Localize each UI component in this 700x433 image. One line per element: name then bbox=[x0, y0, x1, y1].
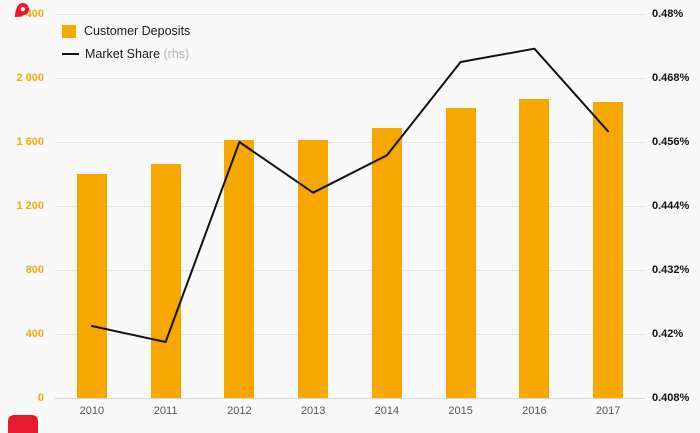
gridline bbox=[55, 334, 645, 335]
gridline bbox=[55, 398, 645, 399]
left-axis-tick-label: 800 bbox=[25, 264, 44, 276]
bar-customer-deposits bbox=[150, 164, 181, 398]
x-axis-year-label: 2016 bbox=[522, 405, 547, 417]
right-axis-tick-label: 0.42% bbox=[652, 328, 684, 340]
red-pin-icon bbox=[14, 3, 29, 18]
legend-label-customer-deposits: Customer Deposits bbox=[84, 24, 191, 38]
legend-item-customer-deposits: Customer Deposits bbox=[62, 24, 190, 38]
x-axis-year-label: 2014 bbox=[374, 405, 400, 417]
bar-customer-deposits bbox=[224, 140, 255, 398]
gridline bbox=[55, 206, 645, 207]
left-axis-tick-label: 0 bbox=[37, 392, 44, 404]
red-corner-marker bbox=[8, 415, 38, 433]
legend-item-market-share: Market Share (rhs) bbox=[62, 47, 190, 61]
bar-customer-deposits bbox=[593, 102, 624, 398]
left-axis-tick-label: 1 200 bbox=[16, 200, 44, 212]
bar-customer-deposits bbox=[371, 127, 402, 398]
bar-customer-deposits bbox=[445, 108, 476, 398]
right-axis-tick-label: 0.432% bbox=[652, 264, 690, 276]
bar-customer-deposits bbox=[298, 140, 329, 398]
bar-customer-deposits bbox=[76, 174, 107, 398]
right-axis-tick-label: 0.444% bbox=[652, 200, 690, 212]
legend: Customer Deposits Market Share (rhs) bbox=[62, 24, 190, 70]
gridline bbox=[55, 142, 645, 143]
gridline bbox=[55, 14, 645, 15]
bar-customer-deposits bbox=[519, 98, 550, 398]
x-axis-year-label: 2012 bbox=[227, 405, 252, 417]
gridline bbox=[55, 78, 645, 79]
x-axis-year-label: 2011 bbox=[153, 405, 178, 417]
left-axis-tick-label: 2 000 bbox=[16, 72, 44, 84]
x-axis-year-label: 2013 bbox=[300, 405, 326, 417]
line-series-swatch bbox=[62, 53, 79, 55]
left-axis-tick-label: 1 600 bbox=[16, 136, 44, 148]
bar-series-swatch bbox=[62, 24, 76, 38]
legend-label-rhs-suffix: (rhs) bbox=[163, 47, 190, 61]
gridline bbox=[55, 270, 645, 271]
right-axis-tick-label: 0.48% bbox=[652, 8, 684, 20]
right-axis-tick-label: 0.468% bbox=[652, 72, 690, 84]
right-axis-tick-label: 0.408% bbox=[652, 392, 690, 404]
x-axis-year-label: 2010 bbox=[79, 405, 105, 417]
x-axis-year-label: 2015 bbox=[448, 405, 473, 417]
legend-label-market-share: Market Share (rhs) bbox=[85, 47, 190, 61]
x-axis-year-label: 2017 bbox=[595, 405, 621, 417]
left-axis-tick-label: 400 bbox=[25, 328, 44, 340]
right-axis-tick-label: 0.456% bbox=[652, 136, 690, 148]
